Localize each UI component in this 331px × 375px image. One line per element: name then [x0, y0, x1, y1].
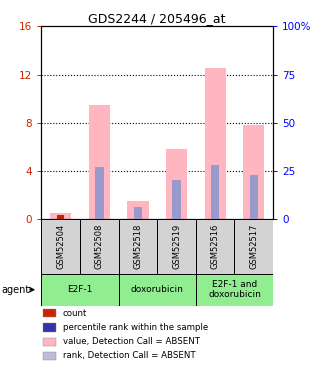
Text: agent: agent — [2, 285, 30, 295]
Bar — [250, 175, 258, 219]
Bar — [43, 323, 56, 332]
Text: GSM52516: GSM52516 — [211, 224, 220, 269]
Bar — [205, 69, 226, 219]
Bar — [89, 105, 110, 219]
Bar — [43, 352, 56, 360]
Text: GSM52518: GSM52518 — [133, 224, 142, 269]
Bar — [43, 309, 56, 317]
Text: count: count — [63, 309, 87, 318]
Text: percentile rank within the sample: percentile rank within the sample — [63, 323, 208, 332]
Bar — [57, 214, 64, 219]
Text: GSM52517: GSM52517 — [249, 224, 258, 269]
Bar — [243, 125, 264, 219]
Bar — [196, 274, 273, 306]
Text: doxorubicin: doxorubicin — [131, 285, 184, 294]
Bar — [80, 219, 118, 274]
Bar — [127, 201, 149, 219]
Text: GSM52508: GSM52508 — [95, 224, 104, 269]
Bar — [118, 274, 196, 306]
Bar — [172, 180, 181, 219]
Text: rank, Detection Call = ABSENT: rank, Detection Call = ABSENT — [63, 351, 196, 360]
Bar — [196, 219, 234, 274]
Bar — [95, 167, 104, 219]
Text: GSM52504: GSM52504 — [56, 224, 65, 269]
Text: GSM52519: GSM52519 — [172, 224, 181, 269]
Text: E2F-1 and
doxorubicin: E2F-1 and doxorubicin — [208, 280, 261, 299]
Bar — [211, 165, 219, 219]
Text: value, Detection Call = ABSENT: value, Detection Call = ABSENT — [63, 337, 200, 346]
Bar — [166, 149, 187, 219]
Title: GDS2244 / 205496_at: GDS2244 / 205496_at — [88, 12, 226, 25]
Bar — [234, 219, 273, 274]
Bar — [43, 338, 56, 346]
Bar — [134, 207, 142, 219]
Bar — [41, 274, 118, 306]
Bar — [157, 219, 196, 274]
Bar — [50, 213, 71, 219]
Bar — [118, 219, 157, 274]
Bar — [41, 219, 80, 274]
Text: E2F-1: E2F-1 — [67, 285, 93, 294]
